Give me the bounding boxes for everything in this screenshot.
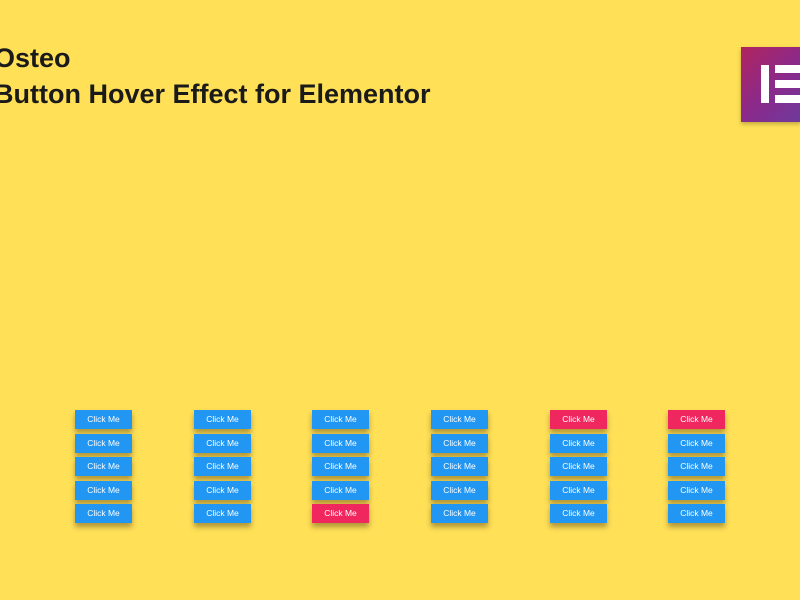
logo-bar-vertical [761, 65, 769, 103]
click-me-button[interactable]: Click Me [75, 433, 132, 453]
click-me-button[interactable]: Click Me [75, 457, 132, 477]
button-column-3: Click Me Click Me Click Me Click Me Click Me [312, 410, 369, 528]
click-me-button[interactable]: Click Me [550, 410, 607, 429]
click-me-button[interactable]: Click Me [550, 504, 607, 524]
click-me-button[interactable]: Click Me [668, 480, 725, 500]
click-me-button[interactable]: Click Me [431, 457, 488, 477]
button-column-5: Click Me Click Me Click Me Click Me Click Me [550, 410, 607, 528]
click-me-button[interactable]: Click Me [194, 480, 251, 500]
button-column-4: Click Me Click Me Click Me Click Me Click Me [431, 410, 488, 528]
page-title: Osteo Button Hover Effect for Elementor [0, 40, 431, 112]
button-column-1: Click Me Click Me Click Me Click Me Click Me [75, 410, 132, 528]
button-grid: Click Me Click Me Click Me Click Me Click Me… [75, 410, 735, 530]
logo-bar-middle [775, 80, 800, 88]
button-column-2: Click Me Click Me Click Me Click Me Click Me [194, 410, 251, 528]
click-me-button[interactable]: Click Me [668, 504, 725, 524]
click-me-button[interactable]: Click Me [312, 457, 369, 477]
click-me-button[interactable]: Click Me [431, 504, 488, 524]
click-me-button[interactable]: Click Me [668, 457, 725, 477]
click-me-button[interactable]: Click Me [75, 504, 132, 524]
click-me-button[interactable]: Click Me [668, 433, 725, 453]
click-me-button[interactable]: Click Me [194, 504, 251, 524]
title-line-brand: Osteo [0, 43, 71, 73]
title-line-subtitle: Button Hover Effect for Elementor [0, 79, 431, 109]
click-me-button[interactable]: Click Me [312, 480, 369, 500]
click-me-button[interactable]: Click Me [75, 480, 132, 500]
button-column-6: Click Me Click Me Click Me Click Me Click Me [668, 410, 725, 528]
click-me-button[interactable]: Click Me [550, 457, 607, 477]
click-me-button[interactable]: Click Me [75, 410, 132, 429]
click-me-button[interactable]: Click Me [194, 433, 251, 453]
click-me-button[interactable]: Click Me [431, 410, 488, 429]
click-me-button[interactable]: Click Me [550, 480, 607, 500]
logo-bar-bottom [775, 95, 800, 103]
click-me-button[interactable]: Click Me [194, 457, 251, 477]
click-me-button[interactable]: Click Me [194, 410, 251, 429]
click-me-button[interactable]: Click Me [550, 433, 607, 453]
click-me-button[interactable]: Click Me [431, 433, 488, 453]
click-me-button[interactable]: Click Me [668, 410, 725, 429]
elementor-logo-icon [741, 47, 800, 122]
click-me-button[interactable]: Click Me [312, 433, 369, 453]
click-me-button[interactable]: Click Me [312, 410, 369, 429]
click-me-button[interactable]: Click Me [431, 480, 488, 500]
logo-bar-top [775, 65, 800, 73]
click-me-button[interactable]: Click Me [312, 504, 369, 524]
